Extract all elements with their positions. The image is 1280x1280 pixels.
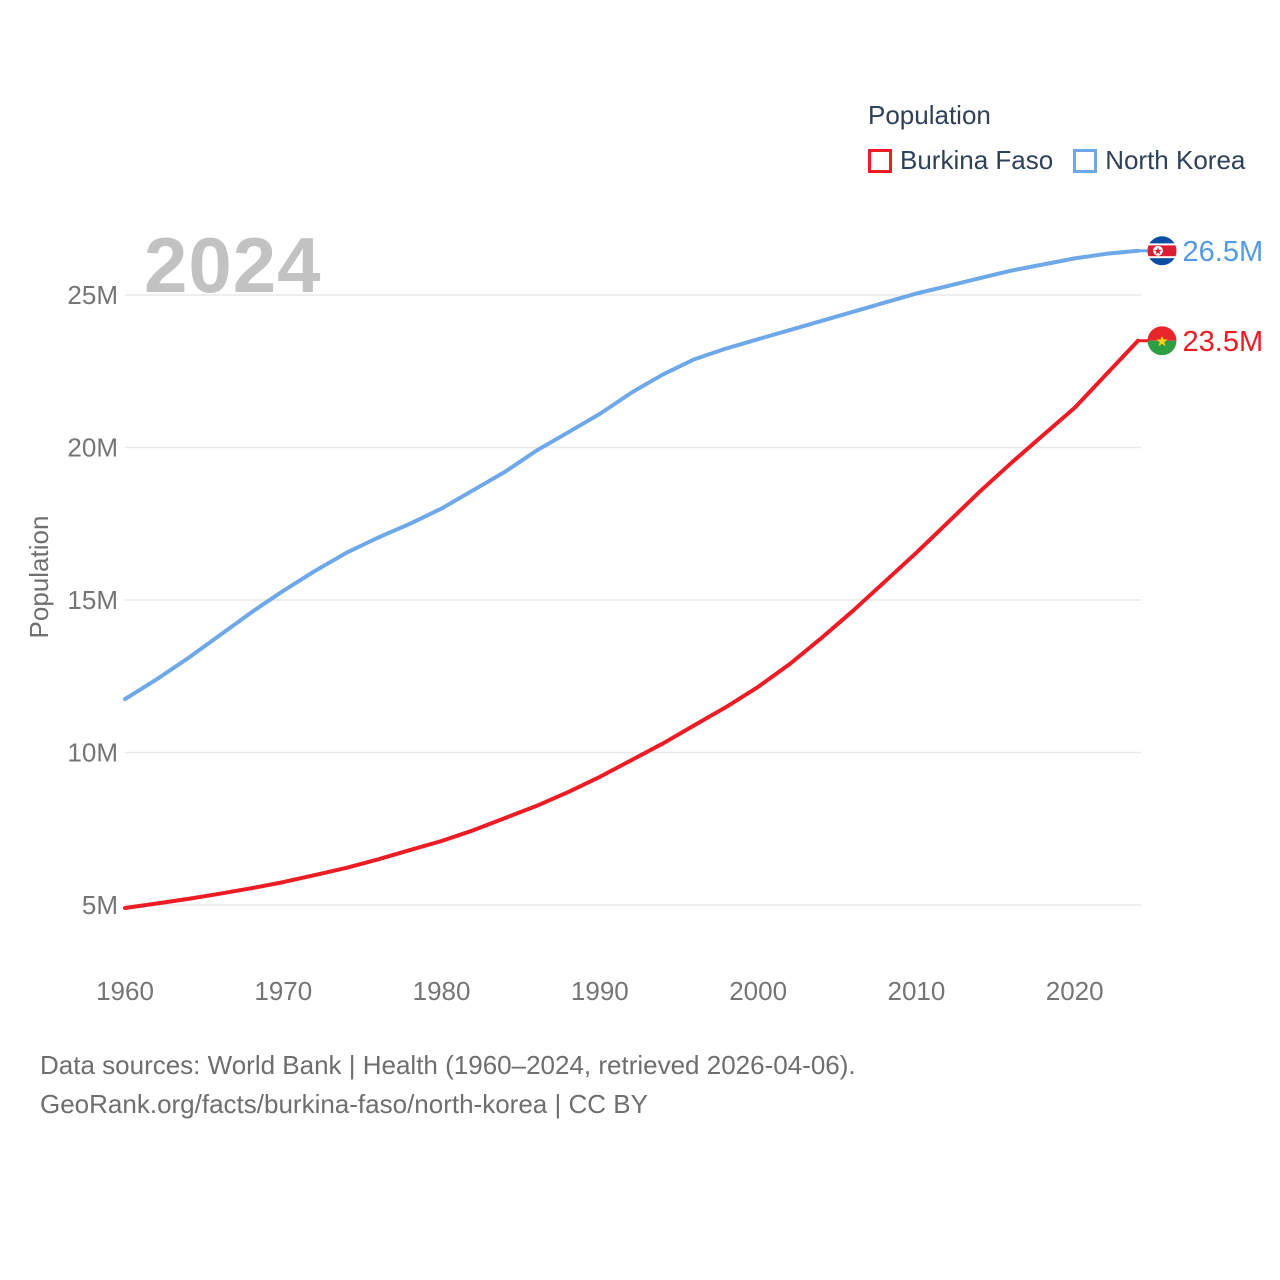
footer-sources: Data sources: World Bank | Health (1960–… <box>40 1050 856 1080</box>
y-tick-10M: 10M <box>67 738 118 768</box>
footer-attribution: GeoRank.org/facts/burkina-faso/north-kor… <box>40 1089 648 1119</box>
x-tick-2020: 2020 <box>1046 976 1104 1006</box>
y-tick-25M: 25M <box>67 280 118 310</box>
burkina-faso-flag-icon <box>1147 326 1177 356</box>
series-line-burkina-faso[interactable] <box>123 338 1140 910</box>
burkina-faso-swatch-icon <box>868 148 892 173</box>
legend: Population Burkina Faso North Korea <box>868 100 1245 176</box>
x-tick-1980: 1980 <box>413 976 471 1006</box>
x-tick-1970: 1970 <box>254 976 312 1006</box>
legend-item-burkina-faso[interactable]: Burkina Faso <box>868 145 1053 176</box>
north-korea-swatch-icon <box>1073 148 1098 173</box>
end-label-burkina-faso: 23.5M <box>1183 326 1264 358</box>
legend-title: Population <box>868 100 991 130</box>
north-korea-flag-icon <box>1147 236 1177 266</box>
x-tick-1960: 1960 <box>96 976 154 1006</box>
y-axis-title: Population <box>24 516 54 639</box>
x-tick-1990: 1990 <box>571 976 629 1006</box>
legend-item-north-korea[interactable]: North Korea <box>1073 145 1245 176</box>
x-tick-2010: 2010 <box>887 976 945 1006</box>
legend-label-north-korea: North Korea <box>1105 145 1246 175</box>
y-tick-15M: 15M <box>67 585 118 615</box>
y-tick-20M: 20M <box>67 433 118 463</box>
legend-label-burkina-faso: Burkina Faso <box>900 145 1054 175</box>
y-tick-5M: 5M <box>82 890 118 920</box>
end-label-north-korea: 26.5M <box>1183 236 1264 268</box>
year-watermark: 2024 <box>144 221 322 309</box>
series-line-north-korea[interactable] <box>123 248 1140 702</box>
x-tick-2000: 2000 <box>729 976 787 1006</box>
legend-items: Burkina Faso North Korea <box>868 145 1245 176</box>
footer: Data sources: World Bank | Health (1960–… <box>40 1046 856 1124</box>
population-line-chart: 5M 10M 15M 20M 25M 1960 1970 1980 1990 2000 2010 20… <box>24 236 1264 1006</box>
